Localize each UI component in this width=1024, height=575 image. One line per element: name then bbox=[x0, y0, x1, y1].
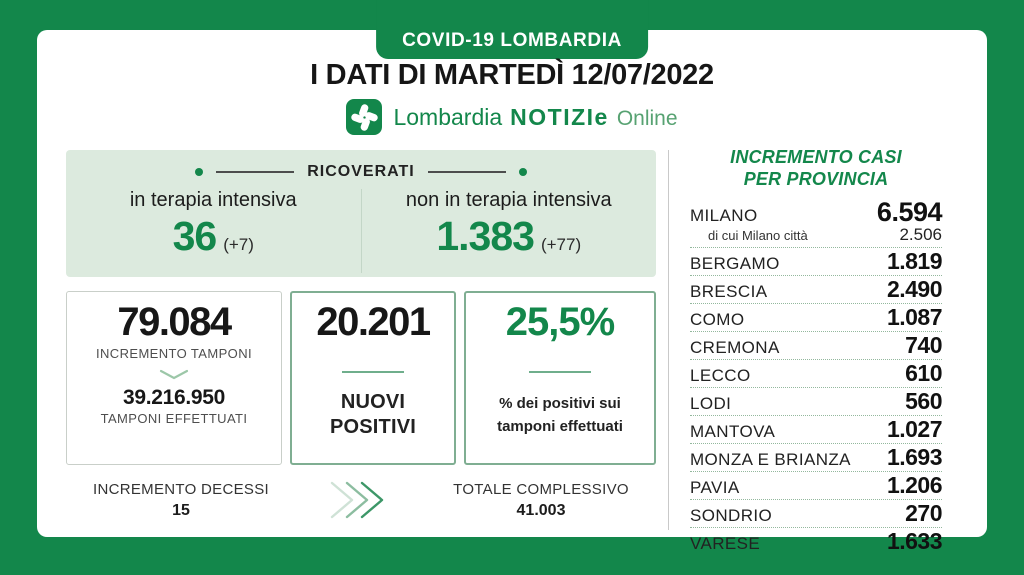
table-row: PAVIA 1.206 bbox=[690, 471, 943, 500]
province-value: 1.819 bbox=[886, 247, 943, 274]
totale-complessivo-stat: TOTALE COMPLESSIVO 41.003 bbox=[426, 481, 656, 520]
triple-chevron-right-icon bbox=[296, 480, 426, 520]
table-row: VARESE 1.633 bbox=[690, 527, 943, 555]
non-intensive-care-stat: non in terapia intensiva 1.383 (+77) bbox=[360, 189, 657, 273]
table-row: BERGAMO 1.819 bbox=[690, 247, 943, 276]
badge-label: COVID-19 LOMBARDIA bbox=[402, 30, 622, 51]
province-panel: INCREMENTO CASI PER PROVINCIA MILANO 6.5… bbox=[690, 147, 943, 555]
tamponi-effettuati-value: 39.216.950 bbox=[122, 386, 226, 409]
province-name: BRESCIA bbox=[690, 281, 768, 301]
table-row: MONZA E BRIANZA 1.693 bbox=[690, 443, 943, 472]
table-row: COMO 1.087 bbox=[690, 303, 943, 332]
province-name: LECCO bbox=[690, 365, 751, 385]
column-divider bbox=[668, 150, 669, 530]
stats-boxes-row: 79.084 INCREMENTO TAMPONI 39.216.950 TAM… bbox=[66, 291, 656, 465]
green-rule bbox=[529, 371, 591, 373]
province-value: 740 bbox=[905, 331, 942, 358]
incremento-tamponi-label: INCREMENTO TAMPONI bbox=[96, 346, 252, 361]
covid-lombardia-badge: COVID-19 LOMBARDIA bbox=[376, 0, 648, 59]
province-value: 610 bbox=[905, 359, 942, 386]
logo-brand-text: Lombardia bbox=[393, 103, 503, 130]
province-value: 2.490 bbox=[886, 275, 943, 302]
tamponi-effettuati-label: TAMPONI EFFETTUATI bbox=[100, 411, 248, 426]
table-row: BRESCIA 2.490 bbox=[690, 275, 943, 304]
logo-name-text: NOTIZIe bbox=[510, 103, 609, 130]
intensive-care-label: in terapia intensiva bbox=[129, 189, 297, 211]
logo-suffix-text: Online bbox=[616, 106, 678, 130]
bullet-dot-icon bbox=[518, 168, 527, 176]
bottom-summary-row: INCREMENTO DECESSI 15 TOTALE COMPLESSIVO… bbox=[66, 480, 656, 520]
green-rule bbox=[342, 371, 404, 373]
non-intensive-care-label: non in terapia intensiva bbox=[405, 189, 612, 211]
table-row-milano: MILANO 6.594 di cui Milano città 2.506 bbox=[690, 197, 943, 248]
intensive-care-stat: in terapia intensiva 36 (+7) bbox=[66, 189, 361, 273]
province-value: 560 bbox=[905, 387, 942, 414]
province-name: VARESE bbox=[690, 533, 761, 553]
nuovi-positivi-label: NUOVI POSITIVI bbox=[329, 391, 417, 438]
incremento-tamponi-value: 79.084 bbox=[117, 300, 232, 344]
nuovi-positivi-box: 20.201 NUOVI POSITIVI bbox=[290, 291, 456, 465]
province-value: 1.087 bbox=[886, 303, 943, 330]
percentuale-label: % dei positivi sui tamponi effettuati bbox=[497, 395, 623, 435]
ricoverati-header: RICOVERATI bbox=[66, 163, 656, 181]
subrow-value: 2.506 bbox=[899, 224, 942, 244]
province-name: CREMONA bbox=[690, 337, 780, 357]
ricoverati-panel: RICOVERATI in terapia intensiva 36 (+7) … bbox=[66, 150, 656, 277]
province-value: 270 bbox=[905, 499, 942, 526]
table-row: MANTOVA 1.027 bbox=[690, 415, 943, 444]
province-name: MILANO bbox=[690, 206, 758, 226]
chevron-down-icon bbox=[159, 369, 189, 380]
bullet-dot-icon bbox=[195, 168, 204, 176]
intensive-care-value: 36 bbox=[172, 213, 218, 259]
logo-wordmark: Lombardia NOTIZIe Online bbox=[393, 104, 677, 131]
province-value: 6.594 bbox=[876, 197, 943, 228]
percentuale-box: 25,5% % dei positivi sui tamponi effettu… bbox=[464, 291, 656, 465]
page-title: I DATI DI MARTEDÌ 12/07/2022 bbox=[310, 59, 714, 91]
province-panel-title: INCREMENTO CASI PER PROVINCIA bbox=[730, 147, 902, 189]
province-value: 1.693 bbox=[886, 443, 943, 470]
totale-complessivo-value: 41.003 bbox=[516, 501, 566, 519]
table-row: CREMONA 740 bbox=[690, 332, 942, 360]
intensive-care-delta: (+7) bbox=[223, 235, 254, 254]
province-name: BERGAMO bbox=[690, 253, 780, 273]
province-name: PAVIA bbox=[690, 477, 740, 497]
province-name: MANTOVA bbox=[690, 421, 776, 441]
province-name: SONDRIO bbox=[690, 505, 773, 525]
province-value: 1.633 bbox=[886, 527, 943, 554]
ricoverati-title: RICOVERATI bbox=[307, 163, 415, 180]
province-name: COMO bbox=[690, 309, 745, 329]
province-name: LODI bbox=[690, 393, 732, 413]
header-rule-left bbox=[216, 171, 295, 173]
totale-complessivo-label: TOTALE COMPLESSIVO bbox=[453, 480, 629, 498]
lombardia-notizie-logo: Lombardia NOTIZIe Online bbox=[0, 99, 1024, 135]
tamponi-box: 79.084 INCREMENTO TAMPONI 39.216.950 TAM… bbox=[66, 291, 282, 465]
percentuale-value: 25,5% bbox=[505, 300, 615, 344]
incremento-decessi-value: 15 bbox=[172, 501, 190, 519]
table-row: LODI 560 bbox=[690, 388, 942, 416]
non-intensive-care-value: 1.383 bbox=[436, 213, 535, 259]
province-value: 1.206 bbox=[886, 471, 943, 498]
province-value: 1.027 bbox=[886, 415, 943, 442]
rosa-camuna-icon bbox=[346, 99, 383, 135]
province-name: MONZA E BRIANZA bbox=[690, 449, 851, 469]
nuovi-positivi-value: 20.201 bbox=[316, 300, 431, 344]
incremento-decessi-label: INCREMENTO DECESSI bbox=[93, 480, 269, 498]
incremento-decessi-stat: INCREMENTO DECESSI 15 bbox=[66, 481, 296, 520]
table-subrow-milano-citta: di cui Milano città 2.506 bbox=[690, 225, 942, 245]
table-row: LECCO 610 bbox=[690, 360, 942, 388]
header-rule-right bbox=[427, 171, 506, 173]
non-intensive-care-delta: (+77) bbox=[540, 235, 582, 254]
subrow-name: di cui Milano città bbox=[708, 227, 808, 243]
province-table: MILANO 6.594 di cui Milano città 2.506 B… bbox=[690, 197, 943, 555]
table-row: SONDRIO 270 bbox=[690, 500, 942, 528]
